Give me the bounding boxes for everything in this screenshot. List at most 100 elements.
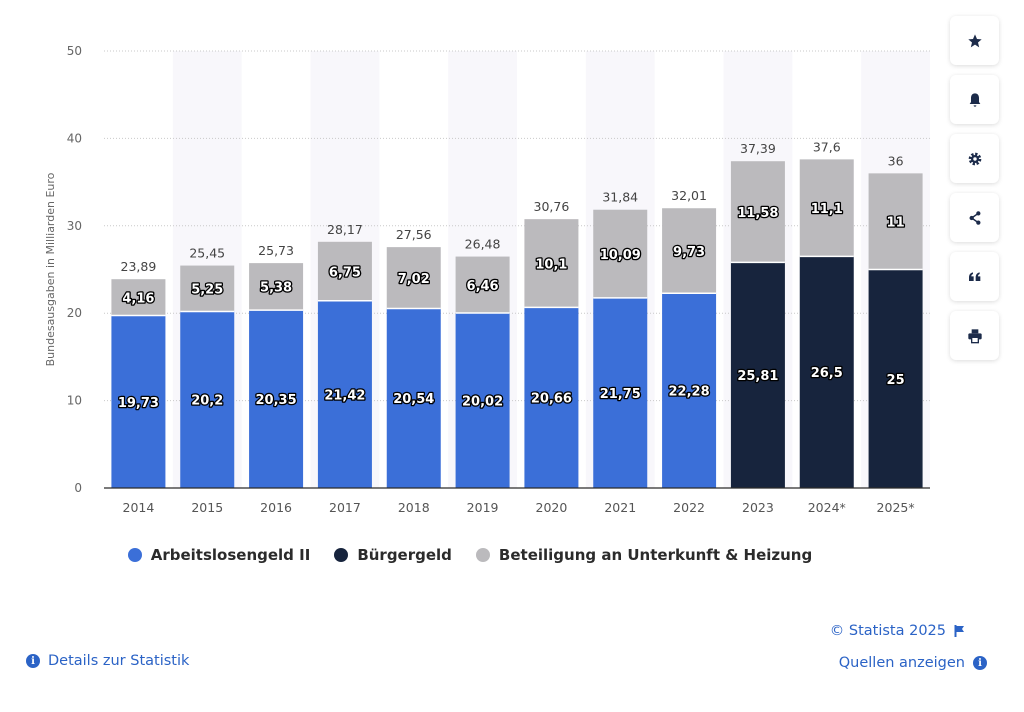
total-label: 32,01: [671, 188, 707, 203]
total-label: 30,76: [534, 199, 570, 214]
bar-segment: [386, 308, 441, 488]
x-tick-label: 2016: [260, 500, 292, 515]
share-button[interactable]: [950, 193, 999, 242]
y-tick-label: 20: [67, 306, 82, 320]
data-label: 19,73: [118, 396, 159, 411]
data-label: 25: [887, 373, 905, 388]
data-label: 7,02: [398, 272, 430, 287]
x-tick-label: 2019: [467, 500, 499, 515]
data-label: 5,25: [191, 283, 223, 298]
bar-segment: [249, 263, 304, 311]
bar-segment: [317, 300, 372, 488]
bar-segment: [180, 311, 235, 488]
bar-segment: [249, 310, 304, 488]
data-label: 20,66: [531, 392, 572, 407]
chart-legend: Arbeitslosengeld II Bürgergeld Beteiligu…: [0, 546, 940, 564]
data-label: 11,1: [811, 202, 843, 217]
data-label: 26,5: [811, 366, 843, 381]
data-label: 10,09: [600, 248, 641, 263]
total-label: 37,39: [740, 141, 776, 156]
data-label: 20,2: [191, 394, 223, 409]
x-tick-label: 2020: [536, 500, 568, 515]
data-label: 11: [887, 215, 905, 230]
bar-segment: [799, 256, 854, 488]
data-label: 6,75: [329, 265, 361, 280]
legend-label: Bürgergeld: [357, 546, 452, 564]
copyright-link[interactable]: © Statista 2025: [830, 623, 965, 639]
legend-item-unterkunft-heizung[interactable]: Beteiligung an Unterkunft & Heizung: [475, 546, 813, 564]
share-icon: [969, 210, 980, 225]
y-tick-label: 0: [74, 481, 82, 495]
details-text: Details zur Statistik: [48, 653, 190, 669]
data-label: 20,02: [462, 395, 503, 410]
x-tick-label: 2017: [329, 500, 361, 515]
total-label: 37,6: [813, 139, 841, 154]
data-label: 20,54: [393, 392, 434, 407]
star-icon: [967, 33, 982, 47]
data-label: 10,1: [535, 257, 567, 272]
gear-icon: [968, 152, 981, 165]
bar-segment: [662, 208, 717, 294]
bar-segment: [730, 262, 785, 488]
legend-item-arbeitslosengeld[interactable]: Arbeitslosengeld II: [127, 546, 310, 564]
y-tick-label: 10: [67, 394, 82, 408]
chart-toolbar: [950, 16, 999, 370]
quote-icon: [968, 271, 980, 281]
total-label: 25,45: [189, 246, 225, 261]
y-tick-label: 40: [67, 131, 82, 145]
bar-segment: [868, 269, 923, 488]
x-tick-label: 2021: [604, 500, 636, 515]
x-tick-label: 2015: [191, 500, 223, 515]
print-icon: [967, 328, 982, 343]
x-tick-label: 2022: [673, 500, 705, 515]
bar-segment: [593, 209, 648, 298]
bar-segment: [317, 241, 372, 301]
data-label: 25,81: [737, 369, 778, 384]
sources-text: Quellen anzeigen: [838, 655, 965, 671]
bar-segment: [730, 161, 785, 263]
total-label: 36: [888, 153, 904, 168]
y-tick-label: 30: [67, 219, 82, 233]
info-icon: i: [26, 654, 40, 668]
bar-segment: [455, 313, 510, 488]
total-label: 25,73: [258, 243, 294, 258]
legend-swatch-buergergeld: [334, 548, 349, 562]
bell-icon: [969, 92, 980, 107]
sources-link[interactable]: Quellen anzeigen i: [839, 655, 987, 671]
data-label: 20,35: [256, 393, 297, 408]
total-label: 27,56: [396, 227, 432, 242]
x-tick-label: 2025*: [877, 500, 915, 515]
bar-segment: [593, 297, 648, 488]
total-label: 23,89: [121, 259, 157, 274]
legend-label: Beteiligung an Unterkunft & Heizung: [498, 546, 813, 564]
data-label: 11,58: [737, 206, 778, 221]
details-link[interactable]: i Details zur Statistik: [26, 653, 189, 669]
bar-segment: [455, 256, 510, 314]
y-axis-label: Bundesausgaben in Milliarden Euro: [44, 172, 57, 366]
print-button[interactable]: [950, 311, 999, 360]
bar-segment: [524, 307, 579, 488]
data-label: 6,46: [467, 279, 499, 294]
settings-button[interactable]: [950, 134, 999, 183]
data-label: 21,75: [600, 387, 641, 402]
bar-segment: [868, 173, 923, 270]
bar-segment: [111, 315, 166, 488]
bar-segment: [180, 265, 235, 312]
legend-item-buergergeld[interactable]: Bürgergeld: [334, 546, 452, 564]
x-tick-label: 2024*: [808, 500, 846, 515]
bar-segment: [386, 247, 441, 309]
total-label: 31,84: [602, 190, 638, 205]
bar-segment: [799, 159, 854, 257]
data-label: 9,73: [673, 245, 705, 260]
cite-button[interactable]: [950, 252, 999, 301]
data-label: 21,42: [324, 388, 365, 403]
data-label: 5,38: [260, 281, 292, 296]
info-icon: i: [973, 656, 987, 670]
legend-swatch-arbeitslosengeld: [127, 548, 142, 562]
total-label: 26,48: [465, 237, 501, 252]
notification-button[interactable]: [950, 75, 999, 124]
favorite-button[interactable]: [950, 16, 999, 65]
bar-segment: [111, 279, 166, 316]
flag-icon: [954, 625, 964, 637]
